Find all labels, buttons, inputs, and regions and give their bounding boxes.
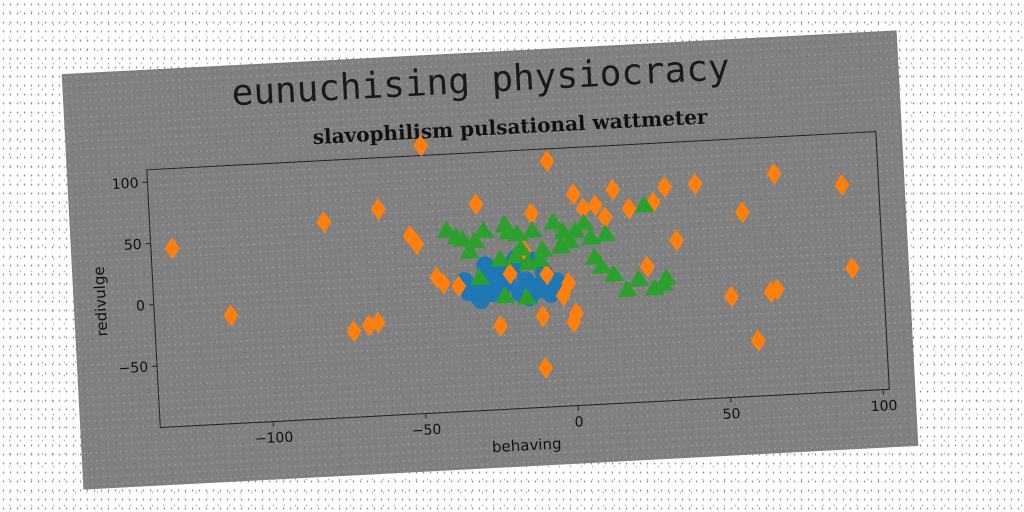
data-point-triangle <box>629 269 650 287</box>
data-point-diamond <box>164 237 180 260</box>
data-point-diamond <box>502 262 518 285</box>
x-tick-label: 50 <box>722 406 741 423</box>
data-point-triangle <box>634 195 655 213</box>
data-point-triangle <box>604 264 625 283</box>
data-point-diamond <box>435 272 451 295</box>
data-point-diamond <box>763 281 779 304</box>
data-point-diamond <box>555 284 571 307</box>
data-point-circle <box>516 271 535 290</box>
data-point-diamond <box>539 150 555 173</box>
data-point-triangle <box>596 224 617 242</box>
data-point-diamond <box>724 285 740 308</box>
x-tick-label: −100 <box>254 430 293 448</box>
data-point-diamond <box>687 173 703 196</box>
data-point-diamond <box>575 197 591 220</box>
data-point-diamond <box>645 191 661 214</box>
data-point-triangle <box>473 220 494 239</box>
y-tick-label: −50 <box>118 360 148 378</box>
data-point-triangle <box>656 267 677 286</box>
data-point-diamond <box>409 233 425 256</box>
x-tick-label: 0 <box>574 414 584 430</box>
data-point-triangle <box>470 267 491 286</box>
data-point-triangle <box>645 278 665 296</box>
data-point-diamond <box>493 315 509 337</box>
data-point-diamond <box>538 356 554 379</box>
data-point-diamond <box>223 304 239 327</box>
y-tick-label: 100 <box>111 176 139 193</box>
chart-figure: eunuchising physiocracy slavophilism pul… <box>61 30 919 490</box>
data-point-diamond <box>561 272 577 295</box>
data-point-diamond <box>734 201 750 224</box>
data-point-diamond <box>451 275 467 298</box>
data-point-diamond <box>370 198 386 221</box>
data-point-triangle <box>490 249 511 268</box>
x-tick-label: 100 <box>870 398 898 415</box>
y-axis: −50 0 50 100 <box>111 176 158 378</box>
scatter-plot: −100 −50 0 50 100 −50 0 50 100 behaving redivul… <box>90 131 898 457</box>
y-tick-label: 50 <box>124 237 143 254</box>
data-point-diamond <box>370 311 386 334</box>
data-point-diamond <box>834 174 850 197</box>
data-point-diamond <box>639 255 655 278</box>
data-point-diamond <box>657 176 673 198</box>
x-axis: −100 −50 0 50 100 <box>254 389 898 448</box>
data-point-triangle <box>459 241 480 259</box>
data-point-triangle <box>551 236 572 255</box>
data-point-triangle <box>591 256 612 275</box>
data-point-triangle <box>511 238 532 257</box>
data-point-triangle <box>437 220 458 238</box>
y-tick-label: 0 <box>136 298 146 314</box>
data-point-diamond <box>766 162 782 185</box>
data-point-diamond <box>844 257 860 280</box>
data-point-diamond <box>346 320 362 343</box>
data-point-triangle <box>574 213 595 231</box>
data-point-triangle <box>522 220 543 239</box>
data-point-diamond <box>568 302 584 325</box>
data-point-diamond <box>539 263 555 286</box>
data-point-diamond <box>669 229 685 252</box>
data-point-triangle <box>581 227 602 246</box>
data-point-diamond <box>316 211 332 234</box>
data-point-diamond <box>361 314 377 337</box>
data-points <box>164 134 860 379</box>
data-point-diamond <box>535 305 551 328</box>
data-point-circle <box>483 284 502 303</box>
data-point-diamond <box>468 193 484 216</box>
x-tick-label: −50 <box>411 422 441 440</box>
data-point-triangle <box>465 231 486 249</box>
data-point-triangle <box>517 287 538 306</box>
data-point-diamond <box>565 183 581 206</box>
data-point-triangle <box>452 229 473 247</box>
data-point-diamond <box>597 206 613 229</box>
axes-frame <box>146 131 890 429</box>
data-point-diamond <box>587 194 603 217</box>
data-point-diamond <box>621 197 637 220</box>
data-point-triangle <box>532 239 553 258</box>
data-point-diamond <box>413 134 429 157</box>
data-point-triangle <box>507 224 528 242</box>
data-point-diamond <box>769 278 785 301</box>
data-point-diamond <box>523 202 539 225</box>
data-point-triangle <box>543 212 564 230</box>
data-point-triangle <box>495 286 516 304</box>
x-axis-label: behaving <box>492 435 562 457</box>
y-axis-label: redivulge <box>90 266 112 337</box>
data-point-triangle <box>530 249 551 268</box>
data-point-diamond <box>566 311 582 334</box>
data-point-circle <box>476 256 495 275</box>
data-point-triangle <box>617 279 638 298</box>
data-point-diamond <box>750 329 766 352</box>
data-point-diamond <box>605 178 621 201</box>
